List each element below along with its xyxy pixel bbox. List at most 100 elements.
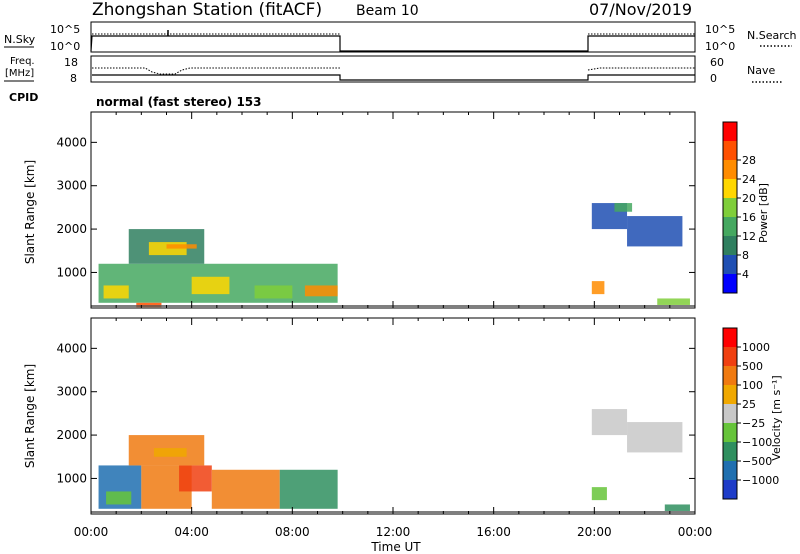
power-ytick-label-1: 2000 (56, 222, 87, 236)
time-axis-labels: 00:00 04:00 08:00 12:00 16:00 20:00 00:00 (74, 525, 713, 539)
velocity-colorbar-swatch-1 (723, 461, 737, 480)
velocity-colorbar-swatch-2 (723, 442, 737, 461)
power-colorbar-swatch-3 (723, 217, 737, 236)
cpid-text: normal (fast stereo) 153 (96, 95, 262, 109)
velocity-cell-10 (591, 487, 607, 501)
time-label-6: 00:00 (678, 525, 713, 539)
power-colorbar-swatch-0 (723, 274, 737, 293)
nsky-series (90, 35, 695, 52)
velocity-yticks: 1000 2000 3000 4000 (56, 341, 695, 485)
velocity-cell-9 (627, 422, 683, 453)
velocity-ytick-label-1: 2000 (56, 428, 87, 442)
power-yticks: 1000 2000 3000 4000 (56, 135, 695, 279)
power-cell-10 (627, 216, 683, 247)
power-colorbar-tick-label-6: 28 (742, 154, 756, 167)
nsky-panel (90, 21, 696, 53)
xaxis-title: Time UT (370, 540, 421, 554)
power-cell-12 (591, 281, 605, 295)
power-colorbar: 4 8 12 16 20 24 28 (722, 121, 756, 294)
power-colorbar-swatch-2 (723, 236, 737, 255)
velocity-colorbar-tick-label-2: 100 (742, 379, 763, 392)
power-colorbar-swatch-6 (723, 160, 737, 179)
velocity-cell-2 (179, 465, 212, 492)
velocity-colorbar-frame (722, 327, 738, 500)
nsearch-axis-top: 10^5 (705, 23, 735, 36)
power-colorbar-swatch-1 (723, 255, 737, 274)
freq-axis-top: 18 (64, 56, 78, 69)
power-ytick-label-0: 1000 (56, 265, 87, 279)
power-colorbar-label: Power [dB] (757, 183, 770, 243)
time-label-0: 00:00 (74, 525, 109, 539)
power-cell-13 (657, 298, 690, 305)
power-colorbar-tick-label-5: 24 (742, 173, 756, 186)
velocity-cell-7 (106, 491, 132, 505)
velocity-colorbar-swatch-5 (723, 385, 737, 404)
time-label-2: 08:00 (275, 525, 310, 539)
velocity-colorbar-swatch-8 (723, 328, 737, 347)
freq-label-line2: [MHz] (5, 68, 34, 79)
nsky-axis-bottom: 10^0 (50, 40, 80, 53)
nsearch-axis-bottom: 10^0 (705, 40, 735, 53)
power-xticks (90, 112, 696, 308)
cpid-label: CPID (9, 91, 38, 104)
power-colorbar-swatch-5 (723, 179, 737, 198)
velocity-colorbar-tick-label-3: 25 (742, 398, 756, 411)
velocity-ytick-label-0: 1000 (56, 471, 87, 485)
velocity-colorbar: 1000 500 100 25 −25 −100 −500 −1000 (722, 327, 779, 500)
nave-label: Nave (747, 64, 775, 77)
velocity-cell-4 (279, 469, 338, 509)
velocity-colorbar-tick-label-4: −25 (742, 417, 765, 430)
power-data (91, 203, 695, 308)
freq-panel (90, 55, 696, 83)
power-ytick-label-3: 4000 (56, 135, 87, 149)
nave-axis-top: 60 (710, 56, 724, 69)
velocity-colorbar-tick-label-5: −100 (742, 436, 772, 449)
power-colorbar-frame (722, 121, 738, 294)
velocity-cell-6 (153, 448, 187, 457)
velocity-data (91, 409, 695, 513)
velocity-colorbar-label: Velocity [m s⁻¹] (770, 375, 783, 460)
velocity-colorbar-swatch-0 (723, 480, 737, 499)
power-cell-11 (614, 203, 633, 212)
power-colorbar-tick-label-3: 16 (742, 211, 756, 224)
velocity-cell-8 (591, 409, 628, 436)
velocity-colorbar-swatch-7 (723, 347, 737, 366)
velocity-ytick-label-3: 4000 (56, 341, 87, 355)
velocity-colorbar-tick-label-1: 500 (742, 360, 763, 373)
velocity-ylabel: Slant Range [km] (23, 364, 37, 468)
time-label-1: 04:00 (174, 525, 209, 539)
time-label-5: 20:00 (577, 525, 612, 539)
power-ylabel: Slant Range [km] (23, 160, 37, 264)
velocity-xticks (90, 318, 696, 514)
power-cell-8 (136, 302, 162, 308)
velocity-cell-3 (211, 469, 280, 509)
velocity-colorbar-tick-label-6: −500 (742, 455, 772, 468)
velocity-colorbar-swatch-3 (723, 423, 737, 442)
velocity-colorbar-tick-label-0: 1000 (742, 341, 770, 354)
velocity-ytick-label-2: 3000 (56, 385, 87, 399)
velocity-colorbar-swatch-6 (723, 366, 737, 385)
velocity-colorbar-tick-label-7: −1000 (742, 474, 779, 487)
nsky-axis-top: 10^5 (50, 23, 80, 36)
power-cell-6 (254, 285, 293, 299)
nave-series-a (92, 67, 340, 75)
freq-axis-bottom: 8 (70, 72, 77, 85)
velocity-cell-11 (664, 504, 690, 511)
power-colorbar-tick-label-4: 20 (742, 192, 756, 205)
power-cell-7 (304, 285, 338, 297)
power-colorbar-swatch-7 (723, 141, 737, 160)
nave-series-b (587, 67, 695, 71)
station-title: Zhongshan Station (fitACF) (92, 0, 322, 20)
power-colorbar-swatch-4 (723, 198, 737, 217)
freq-label-line1: Freq. (10, 56, 35, 67)
velocity-colorbar-swatch-4 (723, 404, 737, 423)
nave-axis-bottom: 0 (710, 72, 717, 85)
nsearch-label: N.Search (747, 29, 797, 42)
power-cell-4 (103, 285, 129, 299)
power-colorbar-swatch-8 (723, 122, 737, 141)
beam-label: Beam 10 (356, 3, 419, 19)
power-ytick-label-2: 3000 (56, 179, 87, 193)
time-label-4: 16:00 (476, 525, 511, 539)
power-cell-3 (166, 244, 197, 249)
